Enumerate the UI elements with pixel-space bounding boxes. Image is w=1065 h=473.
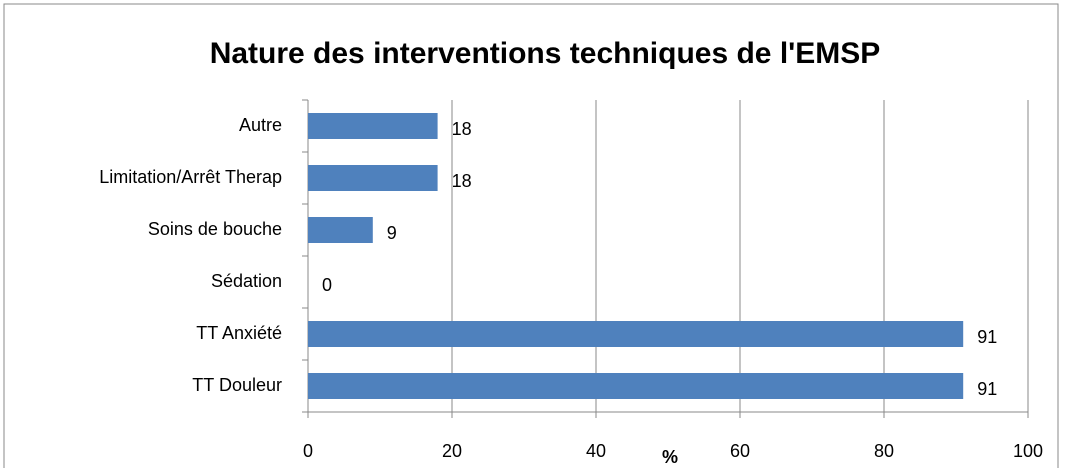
x-tick-label: 40 bbox=[586, 441, 606, 461]
bar bbox=[308, 165, 438, 191]
value-label: 0 bbox=[322, 275, 332, 295]
value-label: 18 bbox=[452, 119, 472, 139]
bar bbox=[308, 113, 438, 139]
chart-title: Nature des interventions techniques de l… bbox=[210, 37, 881, 70]
x-tick-label: 60 bbox=[730, 441, 750, 461]
y-tick-label: Soins de bouche bbox=[148, 219, 282, 239]
bar bbox=[308, 321, 964, 347]
x-tick-label: 100 bbox=[1013, 441, 1043, 461]
x-tick-label: 80 bbox=[874, 441, 894, 461]
y-tick-label: Sédation bbox=[211, 271, 282, 291]
bar bbox=[308, 373, 964, 399]
value-label: 18 bbox=[452, 171, 472, 191]
x-tick-label: 20 bbox=[442, 441, 462, 461]
y-tick-label: TT Douleur bbox=[192, 375, 282, 395]
y-tick-label: Limitation/Arrêt Therap bbox=[99, 167, 282, 187]
value-label: 9 bbox=[387, 223, 397, 243]
y-tick-label: TT Anxiété bbox=[196, 323, 282, 343]
y-tick-label: Autre bbox=[239, 115, 282, 135]
bar bbox=[308, 217, 373, 243]
x-axis-label: % bbox=[662, 447, 678, 467]
value-label: 91 bbox=[977, 379, 997, 399]
value-label: 91 bbox=[977, 327, 997, 347]
x-tick-label: 0 bbox=[303, 441, 313, 461]
